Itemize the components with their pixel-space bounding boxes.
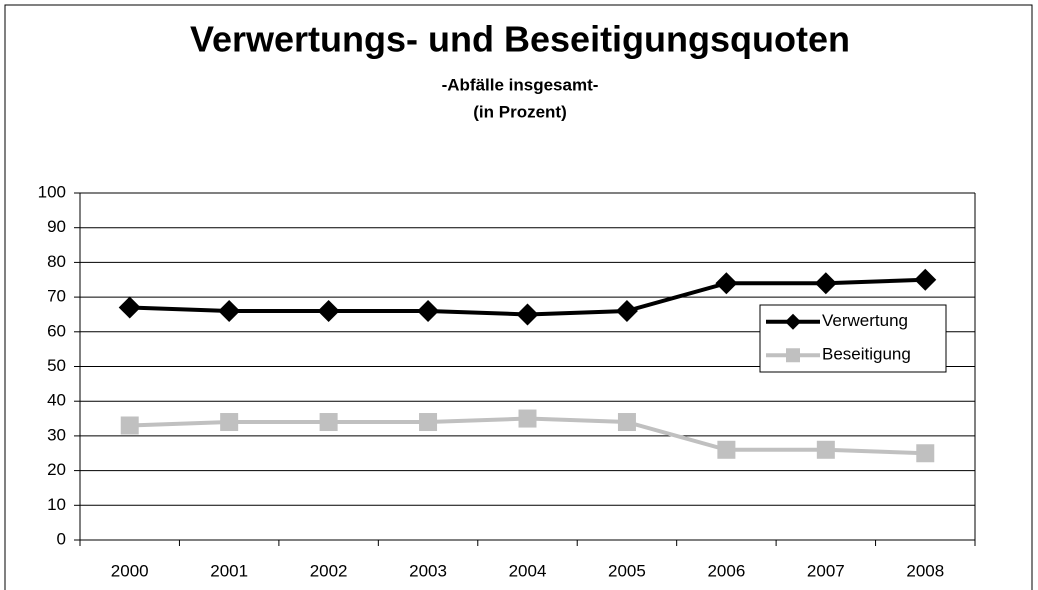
x-tick-label: 2007 <box>807 561 845 580</box>
y-tick-label: 0 <box>57 529 66 548</box>
x-tick-label: 2000 <box>111 561 149 580</box>
x-tick-label: 2002 <box>310 561 348 580</box>
marker <box>120 416 139 435</box>
y-tick-label: 80 <box>47 252 66 271</box>
y-tick-label: 90 <box>47 217 66 236</box>
x-tick-label: 2003 <box>409 561 447 580</box>
marker <box>786 348 800 363</box>
x-tick-label: 2006 <box>707 561 745 580</box>
marker <box>417 299 440 322</box>
x-tick-label: 2005 <box>608 561 646 580</box>
marker <box>615 299 638 322</box>
marker <box>814 272 837 295</box>
x-tick-label: 2004 <box>509 561 547 580</box>
marker <box>715 272 738 295</box>
y-tick-label: 100 <box>38 182 66 201</box>
chart-frame <box>4 4 1033 590</box>
chart-subtitle: -Abfälle insgesamt- <box>442 75 599 94</box>
marker <box>317 299 340 322</box>
y-tick-label: 10 <box>47 495 66 514</box>
y-tick-label: 40 <box>47 391 66 410</box>
marker <box>617 413 636 432</box>
marker <box>816 440 835 459</box>
y-tick-label: 50 <box>47 356 66 375</box>
y-tick-label: 30 <box>47 425 66 444</box>
marker <box>118 296 141 319</box>
x-tick-label: 2001 <box>210 561 248 580</box>
marker <box>518 409 537 428</box>
marker <box>218 299 241 322</box>
y-tick-label: 60 <box>47 321 66 340</box>
marker <box>717 440 736 459</box>
marker <box>220 413 239 432</box>
y-tick-label: 20 <box>47 460 66 479</box>
marker <box>516 303 539 326</box>
marker <box>914 268 937 291</box>
marker <box>319 413 338 432</box>
legend-label: Verwertung <box>822 311 908 330</box>
y-tick-label: 70 <box>47 287 66 306</box>
marker <box>419 413 438 432</box>
chart-title: Verwertungs- und Beseitigungsquoten <box>190 19 850 60</box>
legend-label: Beseitigung <box>822 345 911 364</box>
marker <box>916 444 935 463</box>
chart-subtitle: (in Prozent) <box>473 102 567 121</box>
x-tick-label: 2008 <box>906 561 944 580</box>
marker <box>785 313 801 330</box>
